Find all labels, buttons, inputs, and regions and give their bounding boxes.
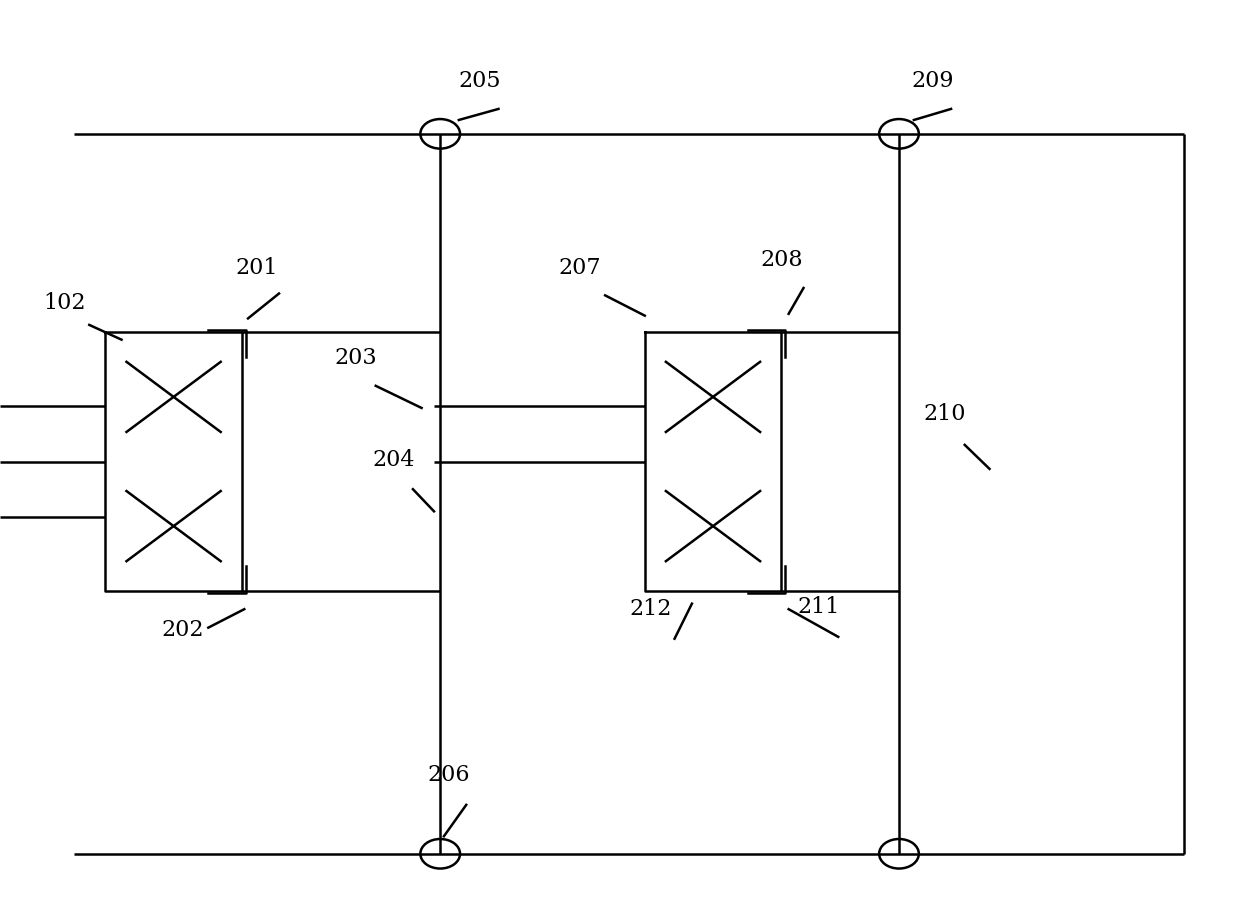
Text: 207: 207 xyxy=(558,257,600,279)
Text: 206: 206 xyxy=(428,764,470,786)
Text: 202: 202 xyxy=(161,619,203,641)
Text: 210: 210 xyxy=(924,402,966,425)
Text: 209: 209 xyxy=(911,70,954,92)
Text: 212: 212 xyxy=(630,598,672,620)
Text: 208: 208 xyxy=(760,249,802,271)
Text: 201: 201 xyxy=(236,257,278,279)
Text: 102: 102 xyxy=(43,292,86,314)
Text: 211: 211 xyxy=(797,596,839,618)
Text: 205: 205 xyxy=(459,70,501,92)
Text: 204: 204 xyxy=(372,449,414,471)
Text: 203: 203 xyxy=(335,347,377,369)
